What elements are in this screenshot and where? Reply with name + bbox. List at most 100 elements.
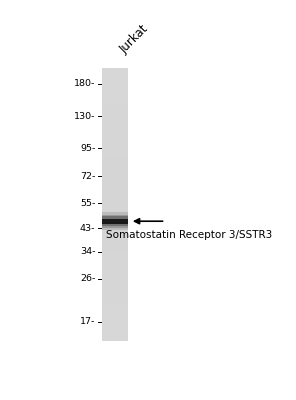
Bar [102, 195, 128, 196]
Bar [102, 241, 128, 243]
Bar [102, 267, 128, 269]
Bar [102, 329, 128, 330]
Bar [102, 327, 128, 329]
Bar [102, 304, 128, 306]
Bar [102, 96, 128, 98]
Bar [102, 290, 128, 292]
Bar [102, 221, 128, 222]
Bar [102, 207, 128, 209]
Bar [102, 80, 128, 82]
Bar [102, 219, 128, 224]
Bar [102, 109, 128, 110]
Bar [102, 338, 128, 340]
Bar [102, 199, 128, 200]
Bar [102, 88, 128, 90]
Bar [102, 322, 128, 324]
Bar [102, 182, 128, 184]
Bar [102, 278, 128, 280]
Bar [102, 86, 128, 87]
Bar [102, 262, 128, 263]
Bar [102, 135, 128, 136]
Bar [102, 303, 128, 304]
Bar [102, 81, 128, 83]
Bar [102, 284, 128, 285]
Bar [102, 189, 128, 191]
Bar [102, 180, 128, 181]
Bar [102, 172, 128, 173]
Bar [102, 308, 128, 310]
Bar [102, 202, 128, 203]
Bar [102, 311, 128, 312]
Bar [102, 163, 128, 165]
Bar [102, 222, 128, 224]
Bar [102, 143, 128, 144]
Bar [102, 323, 128, 325]
Text: 34-: 34- [80, 247, 96, 256]
Bar [102, 331, 128, 333]
Bar [102, 228, 128, 229]
Bar [102, 103, 128, 105]
Bar [102, 229, 128, 230]
Bar [102, 177, 128, 179]
Bar [102, 294, 128, 296]
Bar [102, 244, 128, 246]
Bar [102, 215, 128, 217]
Text: 43-: 43- [80, 224, 96, 232]
Bar [102, 282, 128, 284]
Bar [102, 173, 128, 174]
Bar [102, 200, 128, 202]
Bar [102, 110, 128, 112]
Bar [102, 236, 128, 238]
Bar [102, 147, 128, 149]
Bar [102, 337, 128, 338]
Bar [102, 240, 128, 242]
Bar [102, 214, 128, 228]
Bar [102, 312, 128, 314]
Bar [102, 256, 128, 258]
Bar [102, 247, 128, 248]
Bar [102, 132, 128, 134]
Bar [102, 188, 128, 190]
Bar [102, 273, 128, 274]
Bar [102, 124, 128, 125]
Bar [102, 151, 128, 153]
Bar [102, 320, 128, 322]
Text: Jurkat: Jurkat [117, 22, 151, 56]
Bar [102, 212, 128, 214]
Bar [102, 191, 128, 192]
Bar [102, 245, 128, 247]
Bar [102, 217, 128, 218]
Bar [102, 129, 128, 131]
Bar [102, 155, 128, 157]
Bar [102, 330, 128, 332]
Bar [102, 146, 128, 147]
Bar [102, 319, 128, 321]
Bar [102, 121, 128, 123]
Bar [102, 298, 128, 300]
Bar [102, 102, 128, 104]
Bar [102, 251, 128, 252]
Bar [102, 224, 128, 225]
Bar [102, 114, 128, 116]
Bar [102, 68, 128, 69]
Bar [102, 166, 128, 168]
Bar [102, 281, 128, 282]
Bar [102, 139, 128, 140]
Bar [102, 296, 128, 298]
Bar [102, 275, 128, 277]
Bar [102, 140, 128, 142]
Bar [102, 181, 128, 183]
Bar [102, 286, 128, 288]
Bar [102, 77, 128, 79]
Bar [102, 174, 128, 176]
Bar [102, 203, 128, 205]
Bar [102, 120, 128, 121]
Bar [102, 255, 128, 256]
Bar [102, 242, 128, 244]
Bar [102, 107, 128, 109]
Text: Somatostatin Receptor 3/SSTR3: Somatostatin Receptor 3/SSTR3 [106, 230, 272, 240]
Bar [102, 280, 128, 281]
Bar [102, 73, 128, 75]
Bar [102, 293, 128, 295]
Bar [102, 100, 128, 102]
